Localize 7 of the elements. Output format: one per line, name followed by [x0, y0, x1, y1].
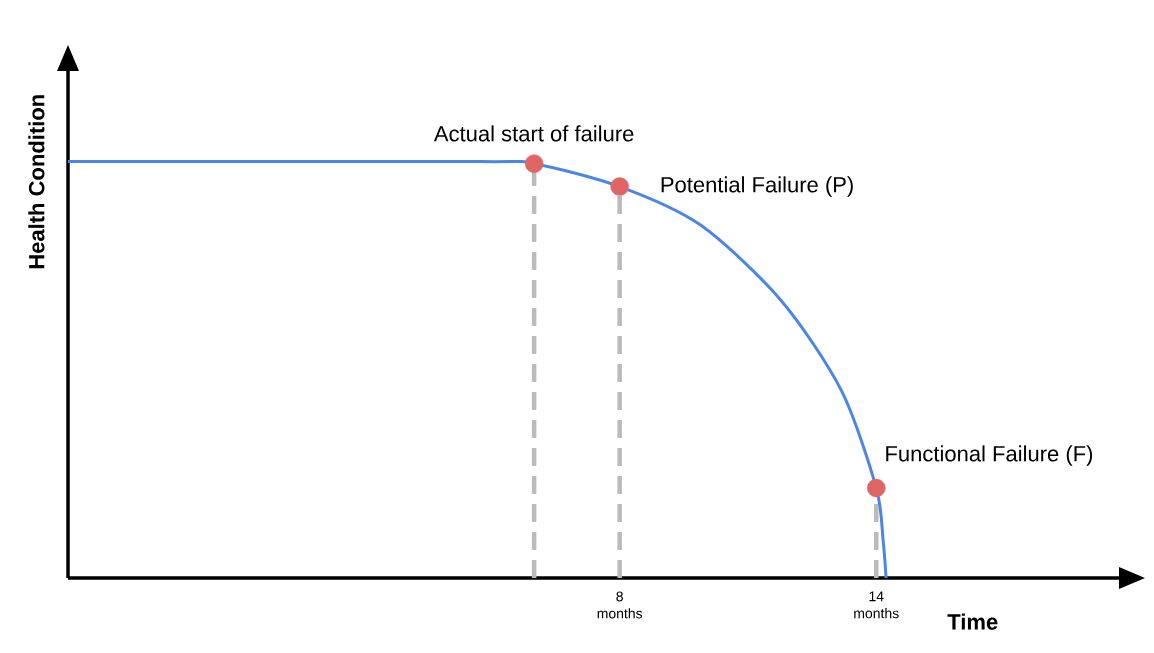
x-axis-title: Time [947, 613, 998, 630]
annotation: Actual start of failure [433, 125, 634, 142]
x-tick-label: 14 months [854, 591, 899, 619]
x-tick-label: 8 months [597, 591, 643, 619]
annotation: Functional Failure (F) [886, 445, 1093, 466]
annotation: Potential Failure (P) [661, 176, 853, 197]
y-axis-title: Health Condition [28, 95, 45, 269]
